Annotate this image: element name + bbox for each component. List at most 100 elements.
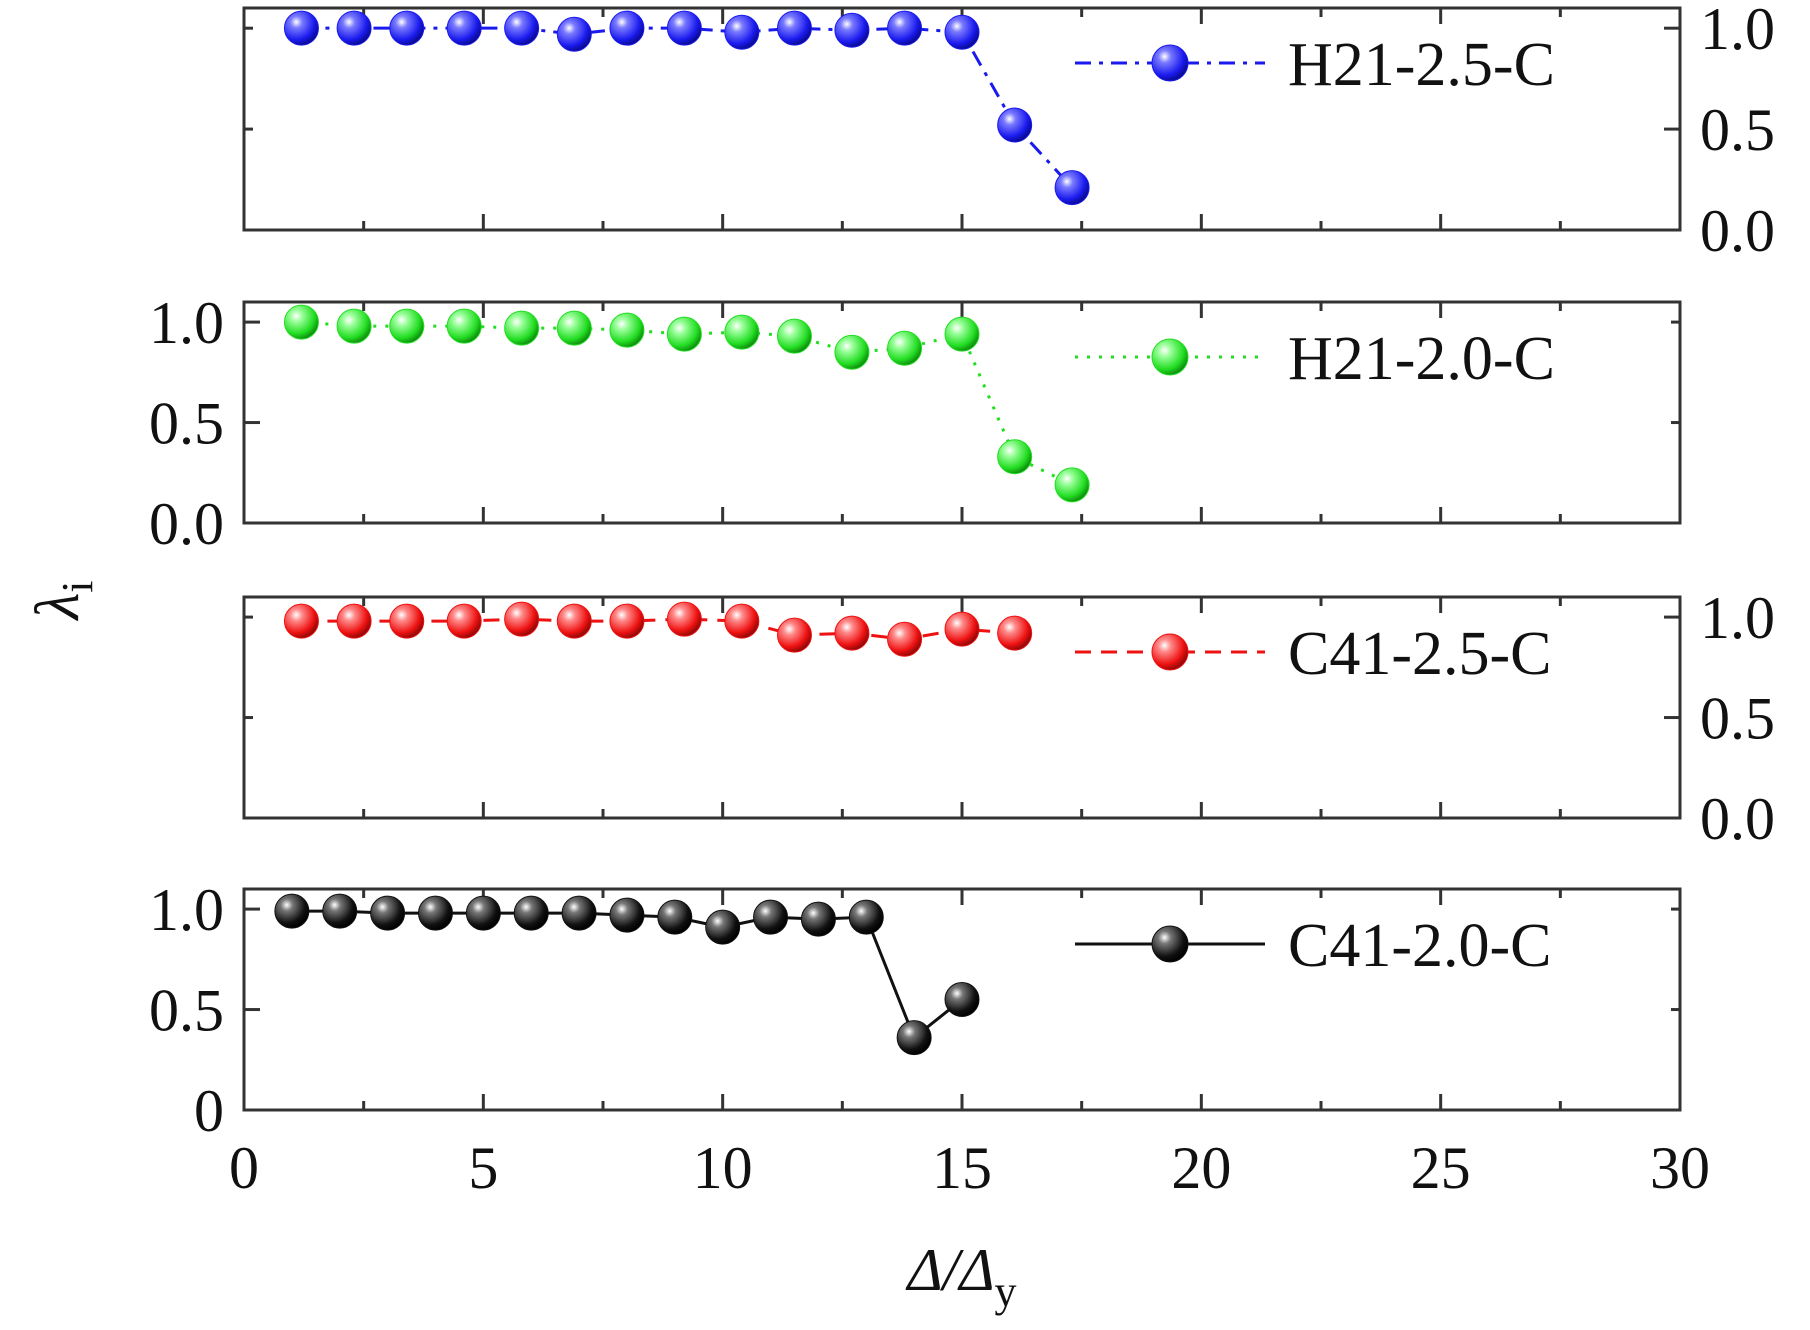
y-axis-label-base: λ: [24, 593, 92, 622]
x-tick-label: 25: [1411, 1135, 1471, 1201]
p1-legend-marker: [1151, 44, 1189, 82]
panel-1: 0.0 0.5 1.0 H21-2.5-C: [242, 0, 1775, 264]
p3-data-point: [776, 617, 812, 653]
p3-data-point: [556, 603, 592, 639]
panel-2: 0.0 0.5 1.0 H21-2.0-C: [149, 290, 1682, 557]
panel-4: 0 0.5 1.0 0 5 10 15 20 25 30 C41-2.0-C: [149, 877, 1710, 1201]
p1-data-point: [776, 10, 812, 46]
p1-data-point: [504, 10, 540, 46]
p1-data-point: [724, 14, 760, 50]
p3-legend-marker: [1151, 633, 1189, 671]
p3-data-point: [997, 615, 1033, 651]
p1-data-point: [446, 10, 482, 46]
p4-data-point: [896, 1020, 932, 1056]
p1-y-tick-label: 0.0: [1700, 198, 1775, 264]
p2-y-tick-label: 1.0: [149, 290, 224, 356]
p2-legend-label: H21-2.0-C: [1288, 325, 1555, 393]
p1-data-point: [283, 10, 319, 46]
p4-data-point: [513, 895, 549, 931]
p4-data-point: [705, 909, 741, 945]
p3-data-point: [446, 603, 482, 639]
p3-data-point: [389, 603, 425, 639]
p2-data-point: [556, 310, 592, 346]
p4-data-point: [848, 899, 884, 935]
p4-legend: C41-2.0-C: [1075, 912, 1552, 980]
p3-y-tick-label: 0.0: [1700, 786, 1775, 852]
x-axis-label-sub: y: [995, 1267, 1017, 1316]
p3-y-tick-label: 0.5: [1700, 686, 1775, 752]
p2-y-tick-label: 0.0: [149, 491, 224, 557]
x-tick-label: 5: [468, 1135, 498, 1201]
x-tick-label: 20: [1171, 1135, 1231, 1201]
p1-series-line: [301, 26, 1074, 189]
p1-y-tick-label: 0.5: [1700, 97, 1775, 163]
p4-data-point: [944, 982, 980, 1017]
x-tick-label: 0: [229, 1135, 259, 1201]
p4-y-tick-label: 0.5: [149, 978, 224, 1044]
p2-data-point: [336, 308, 372, 344]
x-tick-label: 15: [932, 1135, 992, 1201]
p3-y-tick-label: 1.0: [1700, 585, 1775, 651]
p4-data-point: [800, 901, 836, 937]
x-tick-label: 30: [1650, 1135, 1710, 1201]
y-axis-label: λi: [24, 580, 102, 621]
p1-data-point: [887, 10, 923, 46]
p2-legend-marker: [1151, 338, 1189, 376]
p3-data-point: [283, 603, 319, 639]
p2-data-point: [724, 314, 760, 350]
p2-legend: H21-2.0-C: [1075, 325, 1555, 393]
p2-data-point: [834, 334, 870, 370]
p2-data-point: [997, 439, 1033, 475]
p4-data-point: [274, 893, 310, 929]
x-tick-label: 10: [693, 1135, 753, 1201]
p4-data-point: [609, 897, 645, 933]
p1-data-point: [666, 10, 702, 46]
p3-data-point: [834, 615, 870, 651]
p1-data-point: [389, 10, 425, 46]
p3-legend-label: C41-2.5-C: [1288, 620, 1552, 688]
p4-data-point: [370, 895, 406, 931]
p2-data-point: [666, 316, 702, 352]
p4-data-point: [561, 895, 597, 931]
p2-data-point: [887, 330, 923, 366]
p3-data-point: [609, 603, 645, 639]
p1-data-point: [336, 10, 372, 46]
p1-y-tick-label: 1.0: [1700, 0, 1775, 62]
p2-data-point: [283, 304, 319, 340]
p2-y-tick-label: 0.5: [149, 391, 224, 457]
p3-data-point: [504, 601, 540, 637]
p3-data-point: [944, 611, 980, 647]
p1-legend: H21-2.5-C: [1075, 31, 1555, 99]
p4-data-point: [657, 899, 693, 935]
p1-data-point: [556, 16, 592, 52]
p1-data-point: [1054, 170, 1090, 206]
p1-data-point: [997, 107, 1033, 143]
p2-data-point: [389, 308, 425, 344]
p3-data-point: [724, 603, 760, 639]
p2-data-point: [1054, 467, 1090, 503]
p4-data-point: [753, 899, 789, 935]
p1-data-point: [944, 14, 980, 50]
p4-legend-label: C41-2.0-C: [1288, 912, 1552, 980]
p1-data-point: [834, 12, 870, 48]
p4-y-tick-label: 1.0: [149, 877, 224, 943]
panel-3: 0.0 0.5 1.0 C41-2.5-C: [242, 585, 1775, 852]
p2-data-point: [504, 310, 540, 346]
p1-legend-label: H21-2.5-C: [1288, 31, 1555, 99]
p2-data-point: [776, 318, 812, 354]
p3-data-point: [336, 603, 372, 639]
x-axis-label: Δ/Δy: [905, 1237, 1016, 1316]
p1-data-point: [609, 10, 645, 46]
p4-data-point: [322, 893, 358, 929]
p2-data-point: [944, 316, 980, 352]
p3-data-point: [887, 621, 923, 657]
p2-data-point: [609, 312, 645, 348]
p2-data-point: [446, 308, 482, 344]
p4-y-tick-label: 0: [194, 1078, 224, 1144]
p4-data-point: [465, 895, 501, 931]
p4-legend-marker: [1151, 925, 1189, 963]
p3-data-point: [666, 601, 702, 637]
p4-data-point: [417, 895, 453, 931]
